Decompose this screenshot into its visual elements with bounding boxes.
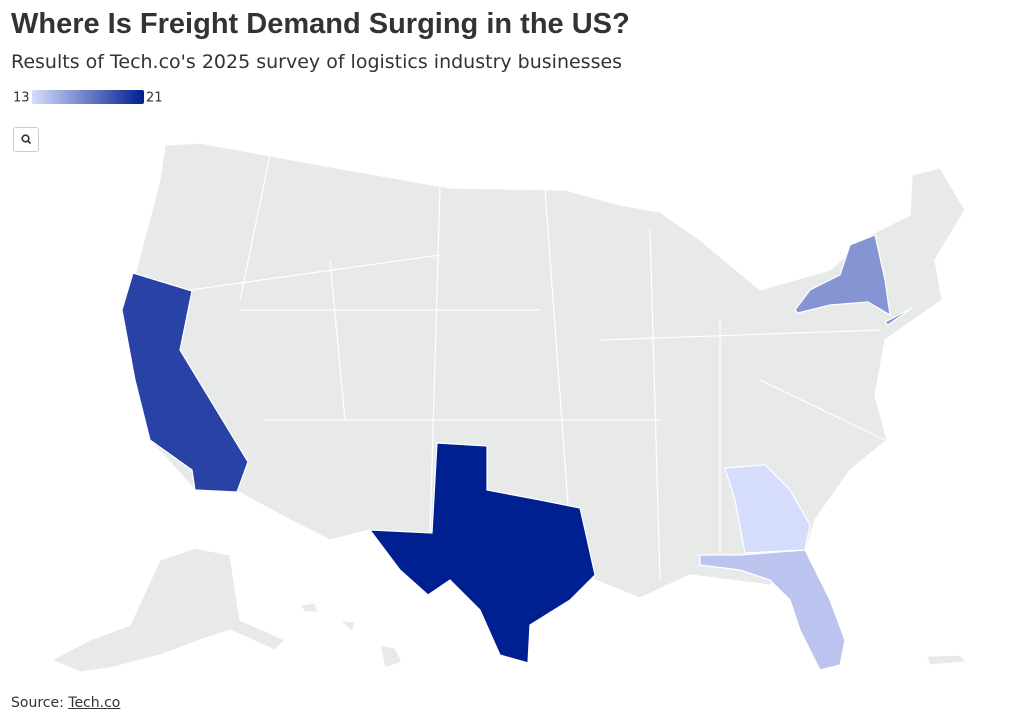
state[interactable]	[368, 442, 596, 664]
zoom-button[interactable]	[13, 127, 39, 152]
source-link[interactable]: Tech.co	[68, 695, 121, 711]
state-borders	[189, 154, 886, 601]
state[interactable]	[724, 464, 811, 554]
search-icon	[21, 134, 32, 145]
state[interactable]	[794, 234, 913, 326]
state[interactable]	[699, 549, 846, 671]
scale-max-label: 21	[146, 91, 163, 106]
source-label: Source:	[11, 695, 64, 711]
states	[121, 234, 913, 671]
state[interactable]	[121, 272, 249, 493]
source: Source: Tech.co	[11, 695, 120, 711]
title: Where Is Freight Demand Surging in the U…	[11, 8, 630, 40]
color-scale	[32, 90, 144, 104]
subtitle: Results of Tech.co's 2025 survey of logi…	[11, 51, 623, 73]
scale-min-label: 13	[13, 91, 30, 106]
